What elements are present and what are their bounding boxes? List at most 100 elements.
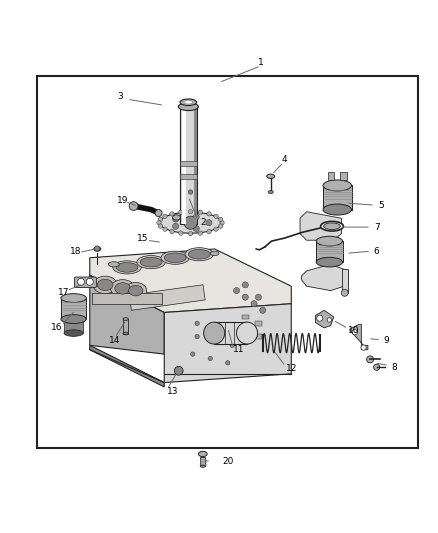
Circle shape [233, 287, 240, 294]
Circle shape [193, 225, 199, 232]
Text: 15: 15 [137, 233, 148, 243]
Circle shape [184, 216, 197, 229]
Ellipse shape [237, 322, 258, 344]
Bar [92, 293, 162, 304]
Bar [200, 457, 205, 466]
Ellipse shape [204, 322, 225, 344]
Bar [37, 76, 418, 448]
Circle shape [129, 201, 138, 211]
Ellipse shape [164, 253, 186, 263]
Bar [316, 241, 343, 262]
Ellipse shape [140, 257, 162, 267]
Ellipse shape [115, 282, 131, 294]
Polygon shape [164, 304, 291, 383]
Ellipse shape [323, 204, 351, 215]
Text: 16: 16 [51, 324, 63, 332]
Ellipse shape [210, 251, 219, 255]
Text: 12: 12 [286, 364, 297, 373]
Text: 7: 7 [374, 223, 380, 231]
Polygon shape [315, 310, 334, 328]
Circle shape [327, 318, 332, 322]
Text: 6: 6 [374, 247, 380, 256]
Circle shape [163, 214, 167, 219]
Ellipse shape [109, 262, 119, 267]
Circle shape [208, 356, 212, 361]
Bar [242, 328, 249, 332]
Circle shape [212, 339, 217, 343]
Ellipse shape [116, 263, 138, 272]
Ellipse shape [123, 318, 128, 320]
Bar [64, 319, 83, 333]
Bar [255, 334, 262, 339]
Bar [182, 107, 186, 223]
Circle shape [251, 301, 257, 307]
Text: 4: 4 [282, 155, 287, 164]
Ellipse shape [129, 285, 143, 296]
Circle shape [159, 217, 163, 222]
Circle shape [206, 220, 212, 226]
Circle shape [195, 321, 199, 326]
Circle shape [86, 278, 93, 285]
Ellipse shape [94, 247, 101, 251]
Ellipse shape [125, 282, 147, 298]
Text: 1: 1 [258, 58, 264, 67]
Circle shape [317, 315, 323, 321]
Circle shape [188, 209, 193, 214]
Ellipse shape [268, 190, 273, 193]
Ellipse shape [321, 221, 343, 231]
Bar [323, 185, 352, 209]
Ellipse shape [188, 249, 210, 259]
Circle shape [207, 229, 211, 234]
Bar [180, 160, 197, 166]
Bar [342, 269, 348, 293]
Circle shape [214, 214, 218, 219]
Circle shape [157, 221, 161, 225]
Circle shape [78, 278, 85, 285]
Circle shape [242, 282, 248, 288]
Circle shape [198, 231, 202, 235]
Ellipse shape [160, 212, 221, 233]
Circle shape [255, 294, 261, 300]
Ellipse shape [61, 294, 86, 302]
Ellipse shape [123, 332, 128, 335]
Ellipse shape [161, 251, 190, 264]
Circle shape [242, 294, 248, 300]
Circle shape [214, 227, 218, 231]
Circle shape [230, 330, 234, 334]
Circle shape [374, 364, 380, 370]
Bar [242, 314, 249, 319]
Bar [123, 319, 128, 334]
Text: 10: 10 [348, 326, 360, 335]
Circle shape [170, 229, 174, 234]
Circle shape [207, 212, 211, 216]
Bar [255, 321, 262, 326]
Ellipse shape [323, 180, 351, 191]
Circle shape [352, 329, 357, 335]
Circle shape [226, 361, 230, 365]
Circle shape [163, 227, 167, 231]
Circle shape [155, 209, 162, 216]
Text: 19: 19 [117, 196, 128, 205]
Circle shape [179, 210, 183, 214]
Text: 14: 14 [109, 336, 120, 345]
Ellipse shape [316, 257, 343, 267]
Circle shape [188, 231, 193, 236]
Ellipse shape [316, 236, 343, 246]
Circle shape [188, 190, 193, 194]
Ellipse shape [64, 330, 83, 336]
Polygon shape [300, 212, 342, 240]
Polygon shape [90, 249, 291, 312]
Circle shape [170, 212, 174, 216]
Circle shape [220, 221, 224, 225]
Text: 20: 20 [222, 457, 233, 466]
Ellipse shape [324, 223, 340, 230]
Bar [328, 172, 334, 180]
Circle shape [260, 307, 266, 313]
FancyBboxPatch shape [74, 277, 96, 287]
Circle shape [179, 231, 183, 235]
Bar [61, 298, 86, 319]
Ellipse shape [113, 261, 141, 274]
Bar [180, 174, 197, 179]
Circle shape [159, 224, 163, 228]
Ellipse shape [185, 248, 214, 261]
